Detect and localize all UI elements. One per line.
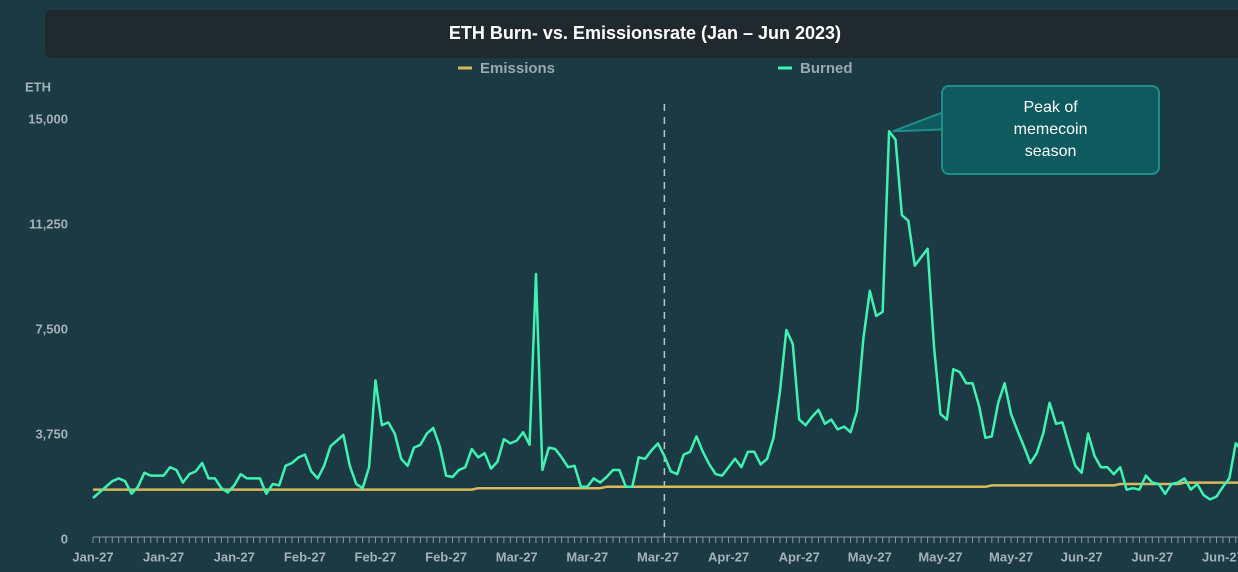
y-tick-label: 11,250 bbox=[29, 216, 68, 231]
x-tick-label: Mar-27 bbox=[637, 549, 679, 564]
x-tick-label: Jun-27 bbox=[1131, 549, 1173, 564]
y-tick-label: 7,500 bbox=[35, 321, 68, 336]
chart-title: ETH Burn- vs. Emissionsrate (Jan – Jun 2… bbox=[449, 23, 841, 43]
x-tick-label: Apr-27 bbox=[708, 549, 749, 564]
x-tick-label: Feb-27 bbox=[284, 549, 326, 564]
x-tick-label: May-27 bbox=[989, 549, 1033, 564]
x-tick-label: Feb-27 bbox=[425, 549, 467, 564]
x-tick-label: Feb-27 bbox=[355, 549, 397, 564]
x-tick-label: May-27 bbox=[918, 549, 962, 564]
y-axis-label: ETH bbox=[25, 79, 51, 94]
y-tick-label: 3,750 bbox=[35, 426, 68, 441]
annotation: Peak of memecoin season bbox=[941, 85, 1161, 176]
x-tick-label: Mar-27 bbox=[496, 549, 538, 564]
title-box bbox=[45, 10, 1238, 58]
x-tick-label: Apr-27 bbox=[779, 549, 820, 564]
y-tick-label: 0 bbox=[61, 531, 68, 546]
series-line bbox=[93, 481, 1238, 491]
x-tick-label: Jan-27 bbox=[214, 549, 255, 564]
legend-label: Burned bbox=[800, 60, 853, 77]
x-tick-label: May-27 bbox=[848, 549, 892, 564]
series-line bbox=[92, 129, 1238, 501]
x-tick-label: Jan-27 bbox=[72, 549, 113, 564]
y-tick-label: 15,000 bbox=[28, 111, 68, 126]
x-tick-label: Jun-27 bbox=[1202, 549, 1238, 564]
legend-label: Emissions bbox=[480, 60, 555, 77]
x-tick-label: Mar-27 bbox=[566, 549, 608, 564]
x-tick-label: Jan-27 bbox=[143, 549, 184, 564]
x-tick-label: Jun-27 bbox=[1061, 549, 1103, 564]
